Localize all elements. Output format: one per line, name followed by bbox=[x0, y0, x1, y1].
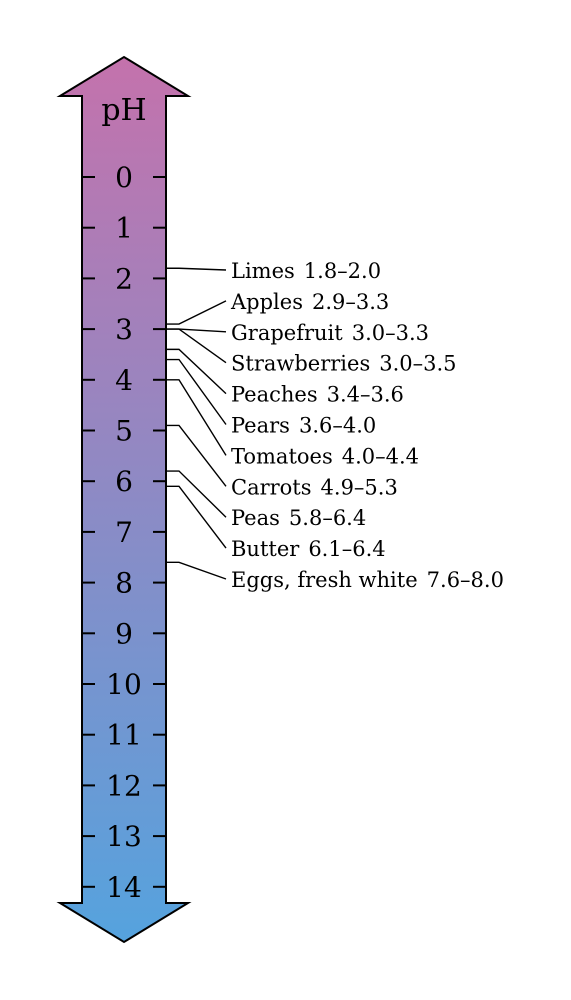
food-range: 2.9–3.3 bbox=[312, 290, 389, 314]
food-range: 4.0–4.4 bbox=[342, 444, 419, 468]
leader-line-peas bbox=[166, 470, 227, 518]
food-label-apples: Apples 2.9–3.3 bbox=[230, 290, 389, 314]
food-label-peaches: Peaches 3.4–3.6 bbox=[231, 383, 404, 407]
ph-tick-label-2: 2 bbox=[115, 262, 133, 295]
food-label-tomatoes: Tomatoes 4.0–4.4 bbox=[231, 444, 419, 468]
food-label-grapefruit: Grapefruit 3.0–3.3 bbox=[231, 321, 429, 345]
food-label-peas: Peas 5.8–6.4 bbox=[231, 506, 366, 530]
ph-tick-label-5: 5 bbox=[115, 415, 133, 448]
food-name: Peas bbox=[231, 506, 280, 530]
food-range: 1.8–2.0 bbox=[304, 259, 381, 283]
food-name: Eggs, fresh white bbox=[231, 568, 418, 592]
leader-line-pears bbox=[166, 358, 227, 425]
food-name: Apples bbox=[230, 290, 303, 314]
food-range: 3.4–3.6 bbox=[327, 383, 404, 407]
leader-line-peaches bbox=[166, 348, 227, 395]
leader-line-limes bbox=[166, 267, 227, 271]
food-label-strawberries: Strawberries 3.0–3.5 bbox=[231, 352, 457, 376]
food-label-pears: Pears 3.6–4.0 bbox=[231, 414, 376, 438]
leader-line-carrots bbox=[166, 424, 227, 487]
ph-tick-label-0: 0 bbox=[115, 161, 133, 194]
food-range: 3.6–4.0 bbox=[299, 414, 376, 438]
food-range: 3.0–3.3 bbox=[352, 321, 429, 345]
leader-line-butter bbox=[166, 485, 227, 549]
food-label-limes: Limes 1.8–2.0 bbox=[231, 259, 381, 283]
leader-line-strawberries bbox=[166, 328, 227, 364]
food-name: Strawberries bbox=[231, 352, 370, 376]
leader-line-eggs-fresh-white bbox=[166, 561, 227, 580]
food-name: Pears bbox=[231, 414, 290, 438]
food-range: 3.0–3.5 bbox=[379, 352, 456, 376]
ph-tick-label-7: 7 bbox=[115, 516, 133, 549]
ph-tick-label-6: 6 bbox=[115, 465, 133, 498]
ph-tick-label-14: 14 bbox=[106, 871, 142, 904]
food-range: 6.1–6.4 bbox=[308, 537, 385, 561]
food-label-butter: Butter 6.1–6.4 bbox=[231, 537, 386, 561]
leader-line-tomatoes bbox=[166, 379, 227, 456]
ph-tick-label-9: 9 bbox=[115, 617, 133, 650]
food-name: Carrots bbox=[231, 475, 312, 499]
ph-tick-label-13: 13 bbox=[106, 820, 142, 853]
food-name: Grapefruit bbox=[231, 321, 343, 345]
food-label-carrots: Carrots 4.9–5.3 bbox=[231, 475, 398, 499]
ph-tick-label-12: 12 bbox=[106, 769, 142, 802]
food-name: Limes bbox=[231, 259, 295, 283]
food-range: 5.8–6.4 bbox=[289, 506, 366, 530]
food-name: Butter bbox=[231, 537, 300, 561]
ph-scale-title: pH bbox=[101, 93, 146, 128]
ph-tick-label-4: 4 bbox=[115, 364, 133, 397]
food-label-eggs-fresh-white: Eggs, fresh white 7.6–8.0 bbox=[231, 568, 504, 592]
food-range: 7.6–8.0 bbox=[427, 568, 504, 592]
ph-tick-label-8: 8 bbox=[115, 567, 133, 600]
ph-tick-label-10: 10 bbox=[106, 668, 142, 701]
food-leader-lines bbox=[166, 267, 227, 580]
ph-tick-label-1: 1 bbox=[115, 212, 133, 245]
leader-line-apples bbox=[166, 300, 227, 325]
food-name: Tomatoes bbox=[231, 444, 333, 468]
ph-tick-label-11: 11 bbox=[106, 719, 142, 752]
ph-tick-label-3: 3 bbox=[115, 313, 133, 346]
food-name: Peaches bbox=[231, 383, 318, 407]
food-range: 4.9–5.3 bbox=[321, 475, 398, 499]
